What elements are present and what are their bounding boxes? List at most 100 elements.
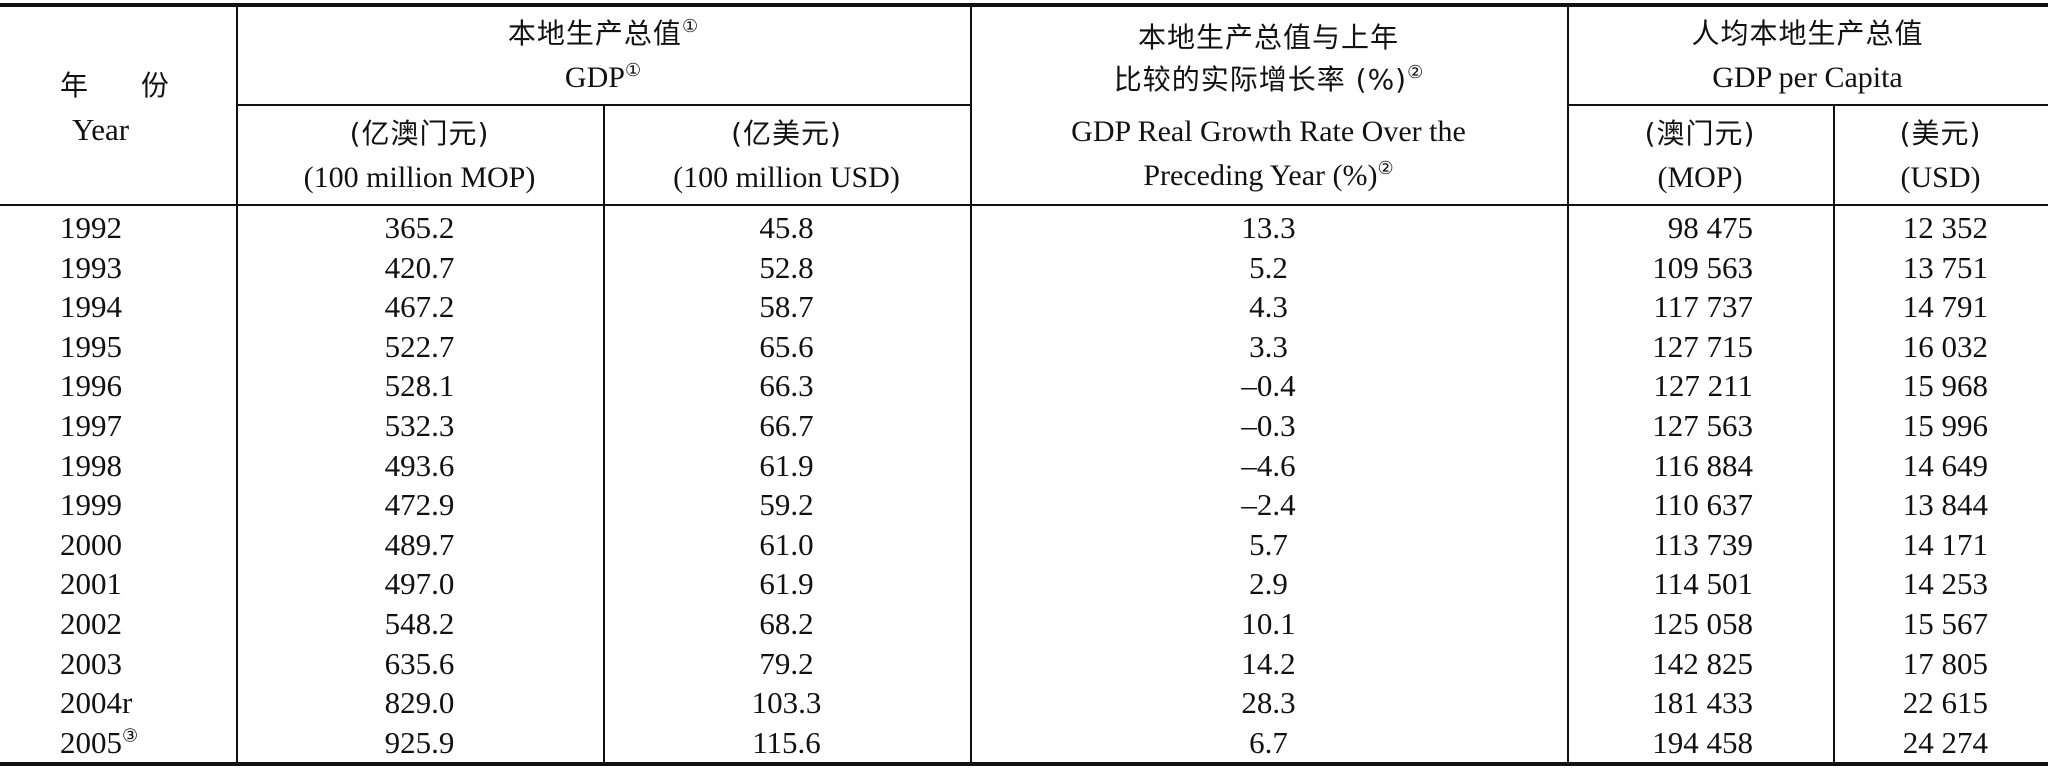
cell-gdp-mop: 365.2 (236, 208, 603, 248)
cell-pc-mop-value: 181 433 (1652, 685, 1753, 721)
cell-pc-usd-value: 13 751 (1902, 249, 1988, 285)
cell-pc-usd: 13 751 (1833, 248, 1988, 288)
cell-year: 2000 (60, 525, 180, 565)
cell-pc-usd: 13 844 (1833, 485, 1988, 525)
cell-pc-usd-value: 24 274 (1902, 724, 1988, 760)
cell-gdp-mop-value: 467.2 (384, 289, 455, 325)
cell-year: 2004r (60, 683, 180, 723)
per-capita-group-underline (1567, 104, 2048, 106)
cell-pc-usd-value: 12 352 (1902, 210, 1988, 245)
cell-growth: –0.4 (970, 366, 1567, 406)
cell-year-value: 2002 (60, 606, 122, 641)
cell-growth-value: –0.4 (1241, 368, 1296, 404)
cell-gdp-usd: 65.6 (603, 327, 970, 367)
cell-year-value: 2000 (60, 526, 122, 562)
cell-pc-usd-value: 14 649 (1902, 447, 1988, 483)
cell-growth-value: –0.3 (1241, 408, 1296, 443)
cell-pc-usd: 15 968 (1833, 366, 1988, 406)
gdp-header-en-text: GDP (564, 61, 625, 94)
cell-pc-mop-value: 117 737 (1653, 289, 1753, 325)
year-footnote-mark: ③ (122, 725, 139, 746)
cell-pc-usd-value: 13 844 (1902, 487, 1988, 523)
cell-growth: 4.3 (970, 287, 1567, 327)
column-divider (1567, 7, 1569, 766)
cell-pc-mop: 142 825 (1567, 644, 1753, 684)
cell-growth-value: 28.3 (1241, 685, 1296, 721)
cell-pc-mop: 181 433 (1567, 683, 1753, 723)
cell-pc-usd: 15 996 (1833, 406, 1988, 446)
cell-year-value: 1998 (60, 447, 122, 483)
cell-growth: 5.2 (970, 248, 1567, 288)
cell-pc-mop: 98 475 (1567, 208, 1753, 248)
cell-year-value: 2005 (60, 724, 122, 760)
cell-year: 2005③ (60, 723, 180, 763)
column-divider (1833, 106, 1835, 766)
growth-header-cn-2-text: 比较的实际增长率 (%) (1113, 63, 1408, 96)
growth-header-en-2-text: Preceding Year (%) (1143, 159, 1378, 192)
cell-pc-usd: 14 253 (1833, 564, 1988, 604)
pc-usd-unit-en: (USD) (1900, 161, 1981, 194)
cell-year: 2002 (60, 604, 180, 644)
cell-pc-mop: 127 211 (1567, 366, 1753, 406)
cell-growth-value: 5.2 (1249, 249, 1288, 285)
cell-growth: 28.3 (970, 683, 1567, 723)
cell-gdp-mop-value: 925.9 (384, 724, 455, 760)
gdp-usd-unit-en: (100 million USD) (673, 161, 900, 194)
cell-year: 1999 (60, 485, 180, 525)
table-row: 2004r 829.0 103.3 28.3 181 433 22 615 (0, 683, 2048, 723)
cell-gdp-usd: 61.9 (603, 446, 970, 486)
cell-pc-mop-value: 114 501 (1653, 566, 1753, 602)
cell-gdp-mop: 472.9 (236, 485, 603, 525)
cell-pc-mop: 109 563 (1567, 248, 1753, 288)
cell-pc-usd-value: 22 615 (1902, 685, 1988, 721)
cell-pc-usd-value: 17 805 (1902, 645, 1988, 681)
cell-growth-value: 3.3 (1249, 328, 1288, 364)
cell-gdp-mop: 467.2 (236, 287, 603, 327)
cell-gdp-usd: 66.3 (603, 366, 970, 406)
table-bottom-rule (0, 762, 2048, 766)
growth-header-note: ② (1407, 62, 1424, 82)
cell-gdp-usd-value: 58.7 (759, 289, 814, 325)
cell-pc-usd: 15 567 (1833, 604, 1988, 644)
header-separator-rule (0, 204, 2048, 206)
cell-growth-value: 6.7 (1249, 724, 1288, 760)
cell-gdp-mop-value: 497.0 (384, 566, 455, 602)
cell-gdp-mop: 532.3 (236, 406, 603, 446)
cell-year-value: 1995 (60, 328, 122, 364)
cell-gdp-mop: 528.1 (236, 366, 603, 406)
cell-gdp-mop-value: 548.2 (384, 606, 455, 641)
cell-pc-mop-value: 125 058 (1652, 606, 1753, 641)
year-header-cn: 年 份 (60, 69, 191, 102)
cell-pc-usd: 14 171 (1833, 525, 1988, 565)
cell-gdp-usd: 45.8 (603, 208, 970, 248)
cell-gdp-mop: 420.7 (236, 248, 603, 288)
cell-pc-usd-value: 15 968 (1902, 368, 1988, 404)
gdp-header-cn: 本地生产总值 (507, 17, 682, 50)
cell-pc-mop: 116 884 (1567, 446, 1753, 486)
cell-gdp-usd-value: 61.9 (759, 447, 814, 483)
gdp-mop-unit-en: (100 million MOP) (303, 161, 536, 194)
cell-pc-mop-value: 127 715 (1652, 328, 1753, 364)
cell-pc-mop-value: 142 825 (1652, 645, 1753, 681)
per-capita-header-cn: 人均本地生产总值 (1691, 17, 1924, 50)
cell-year-value: 2003 (60, 645, 122, 681)
cell-gdp-usd: 61.9 (603, 564, 970, 604)
cell-growth: –0.3 (970, 406, 1567, 446)
cell-year-value: 2004r (60, 685, 133, 721)
cell-growth-value: 10.1 (1241, 606, 1296, 641)
cell-growth: 14.2 (970, 644, 1567, 684)
cell-growth-value: –4.6 (1241, 447, 1296, 483)
cell-gdp-mop-value: 365.2 (384, 210, 455, 245)
cell-gdp-usd: 59.2 (603, 485, 970, 525)
cell-pc-mop-value: 116 884 (1653, 447, 1753, 483)
table-row: 1994 467.2 58.7 4.3 117 737 14 791 (0, 287, 2048, 327)
cell-pc-mop: 110 637 (1567, 485, 1753, 525)
cell-gdp-mop-value: 635.6 (384, 645, 455, 681)
cell-year: 1997 (60, 406, 180, 446)
cell-pc-mop-value: 98 475 (1667, 210, 1753, 245)
cell-year: 1994 (60, 287, 180, 327)
cell-gdp-mop-value: 472.9 (384, 487, 455, 523)
cell-year-value: 1999 (60, 487, 122, 523)
cell-pc-usd-value: 14 791 (1902, 289, 1988, 325)
